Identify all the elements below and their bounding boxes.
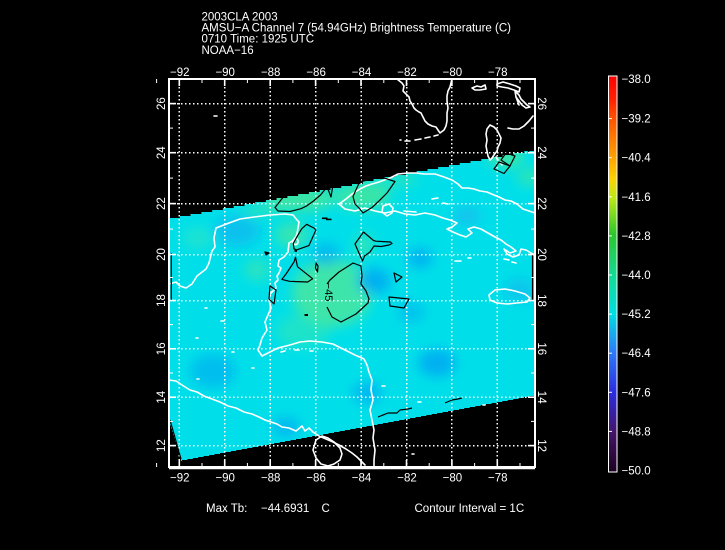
svg-text:−90: −90 xyxy=(215,67,235,79)
svg-text:−38.0: −38.0 xyxy=(622,74,651,86)
svg-text:12: 12 xyxy=(535,439,547,452)
svg-text:−80: −80 xyxy=(443,67,463,79)
svg-text:−50.0: −50.0 xyxy=(622,466,651,478)
svg-text:18: 18 xyxy=(535,294,547,307)
svg-text:Contour Interval = 1C: Contour Interval = 1C xyxy=(415,503,525,515)
svg-text:−84: −84 xyxy=(352,473,372,485)
svg-text:18: 18 xyxy=(156,294,168,307)
svg-text:−47.6: −47.6 xyxy=(622,387,651,399)
svg-text:0710 Time: 1925 UTC: 0710 Time: 1925 UTC xyxy=(202,34,315,46)
svg-text:−40.4: −40.4 xyxy=(622,153,652,165)
svg-text:24: 24 xyxy=(156,146,168,159)
svg-text:−45.2: −45.2 xyxy=(622,309,651,321)
svg-text:−41.6: −41.6 xyxy=(622,192,651,204)
svg-text:2003CLA 2003: 2003CLA 2003 xyxy=(202,12,278,24)
svg-text:−48.8: −48.8 xyxy=(622,426,651,438)
svg-text:−42.8: −42.8 xyxy=(622,231,651,243)
svg-text:−45: −45 xyxy=(322,283,334,302)
svg-text:12: 12 xyxy=(156,439,168,452)
svg-text:−86: −86 xyxy=(306,473,326,485)
svg-text:C: C xyxy=(322,503,330,515)
svg-text:16: 16 xyxy=(535,342,547,355)
svg-text:−80: −80 xyxy=(443,473,463,485)
svg-text:−92: −92 xyxy=(170,473,190,485)
svg-text:NOAA−16: NOAA−16 xyxy=(202,45,254,57)
svg-text:−90: −90 xyxy=(215,473,235,485)
svg-text:Max Tb:: Max Tb: xyxy=(206,503,247,515)
svg-text:−82: −82 xyxy=(397,473,417,485)
svg-text:22: 22 xyxy=(156,197,168,210)
svg-text:−86: −86 xyxy=(306,67,326,79)
svg-text:26: 26 xyxy=(535,97,547,110)
svg-text:−92: −92 xyxy=(170,67,190,79)
svg-text:20: 20 xyxy=(535,248,547,261)
svg-text:−82: −82 xyxy=(397,67,417,79)
svg-text:24: 24 xyxy=(535,146,547,159)
svg-text:−88: −88 xyxy=(261,67,281,79)
svg-text:−78: −78 xyxy=(488,473,508,485)
svg-text:20: 20 xyxy=(156,248,168,261)
svg-text:AMSU−A Channel 7 (54.94GHz) Br: AMSU−A Channel 7 (54.94GHz) Brightness T… xyxy=(202,23,512,35)
svg-text:−44.0: −44.0 xyxy=(622,270,651,282)
svg-text:16: 16 xyxy=(156,342,168,355)
svg-text:−84: −84 xyxy=(352,67,372,79)
svg-text:14: 14 xyxy=(156,390,168,403)
svg-text:−39.2: −39.2 xyxy=(622,114,651,126)
svg-text:−88: −88 xyxy=(261,473,281,485)
svg-text:26: 26 xyxy=(156,97,168,110)
svg-text:−78: −78 xyxy=(488,67,508,79)
svg-text:−44.6931: −44.6931 xyxy=(261,503,309,515)
svg-text:22: 22 xyxy=(535,197,547,210)
svg-text:−46.4: −46.4 xyxy=(622,348,652,360)
svg-text:14: 14 xyxy=(535,391,547,404)
